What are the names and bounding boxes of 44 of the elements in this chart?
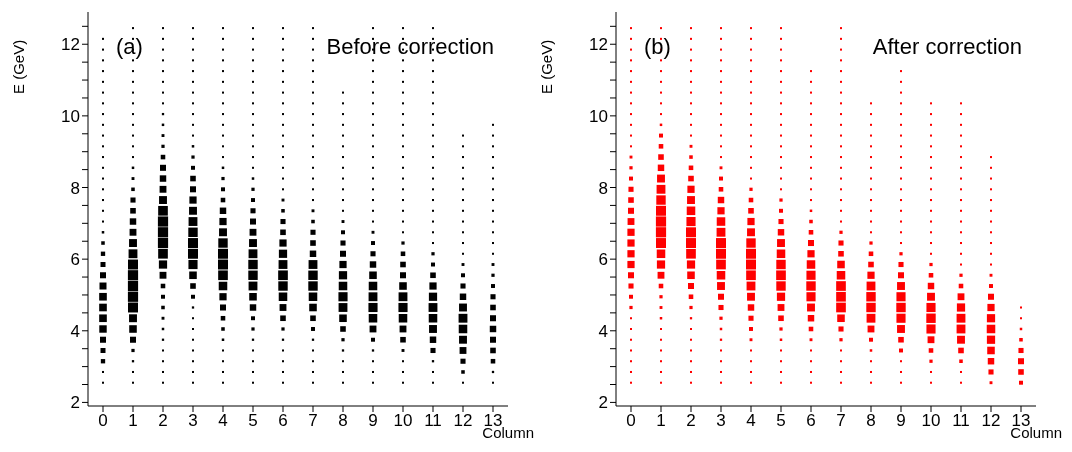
x-tick-label: 10 xyxy=(921,411,941,431)
x-tick-label: 2 xyxy=(158,411,168,431)
y-axis-title: E (GeV) xyxy=(538,39,555,94)
x-tick-label: 3 xyxy=(716,411,726,431)
annotation: (b) xyxy=(644,34,671,60)
y-tick-label: 8 xyxy=(598,178,608,198)
y-tick-label: 12 xyxy=(589,35,608,55)
x-tick-label: 9 xyxy=(896,411,906,431)
x-tick-label: 8 xyxy=(866,411,876,431)
y-tick-label: 10 xyxy=(589,106,608,126)
y-tick-label: 8 xyxy=(70,178,80,198)
x-tick-label: 6 xyxy=(806,411,816,431)
y-tick-label: 6 xyxy=(70,250,80,270)
x-tick-label: 1 xyxy=(128,411,138,431)
x-tick-label: 11 xyxy=(424,411,442,431)
annotation: (a) xyxy=(116,34,143,60)
annotation: Before correction xyxy=(326,34,494,60)
x-tick-label: 0 xyxy=(626,411,636,431)
y-tick-label: 6 xyxy=(598,250,608,270)
x-tick-label: 3 xyxy=(188,411,198,431)
x-tick-label: 12 xyxy=(981,411,1001,431)
x-tick-label: 6 xyxy=(278,411,288,431)
y-tick-label: 2 xyxy=(598,393,608,413)
x-tick-label: 2 xyxy=(686,411,696,431)
annotation: After correction xyxy=(872,34,1022,60)
x-tick-label: 4 xyxy=(746,411,756,431)
x-tick-label: 7 xyxy=(308,411,318,431)
x-tick-label: 5 xyxy=(776,411,786,431)
y-tick-label: 2 xyxy=(70,393,80,413)
x-tick-label: 0 xyxy=(98,411,108,431)
y-tick-label: 12 xyxy=(61,35,80,55)
x-tick-label: 12 xyxy=(453,411,473,431)
x-tick-label: 4 xyxy=(218,411,228,431)
x-tick-label: 7 xyxy=(836,411,846,431)
y-tick-label: 4 xyxy=(598,321,608,341)
x-tick-label: 8 xyxy=(338,411,348,431)
x-tick-label: 9 xyxy=(368,411,378,431)
x-tick-label: 1 xyxy=(656,411,666,431)
x-tick-label: 10 xyxy=(393,411,413,431)
y-axis-title: E (GeV) xyxy=(10,39,27,94)
x-tick-label: 5 xyxy=(248,411,258,431)
y-tick-label: 4 xyxy=(70,321,80,341)
y-tick-label: 10 xyxy=(61,106,80,126)
x-tick-label: 11 xyxy=(952,411,970,431)
